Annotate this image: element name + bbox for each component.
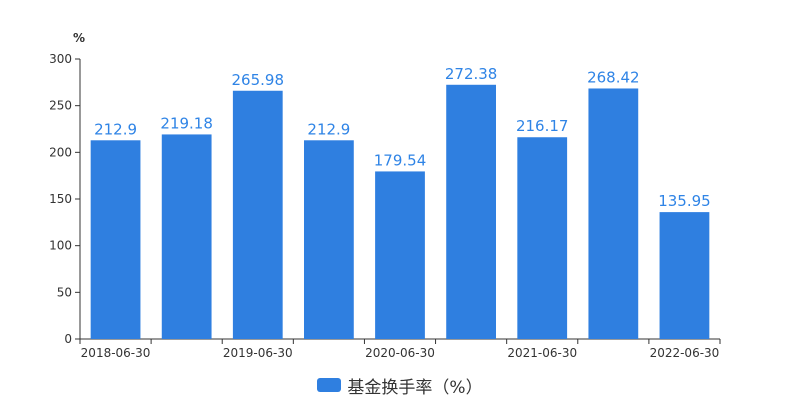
legend-label: 基金换手率（%）: [347, 377, 483, 398]
y-tick-label: 200: [49, 145, 72, 159]
y-tick-label: 0: [64, 332, 72, 346]
legend[interactable]: 基金换手率（%）: [0, 373, 800, 398]
bar-value-label: 135.95: [658, 192, 711, 210]
bar-value-label: 219.18: [160, 114, 213, 132]
bar: [446, 84, 496, 340]
bar: [90, 140, 141, 339]
y-tick-label: 150: [49, 192, 72, 206]
bars-group: [90, 84, 710, 340]
y-axis: 0 50 100 150 200 250 300: [49, 52, 81, 346]
bar-value-label: 268.42: [587, 68, 640, 86]
y-tick-label: 300: [49, 52, 72, 66]
bar-value-label: 265.98: [232, 71, 285, 89]
bar: [659, 212, 710, 339]
x-axis: 2018-06-30 2019-06-30 2020-06-30 2021-06-30…: [79, 338, 721, 360]
bar: [517, 137, 568, 339]
x-tick-label: 2020-06-30: [365, 346, 435, 360]
bar-value-label: 212.9: [307, 120, 350, 138]
y-axis-unit-label: %: [73, 31, 85, 45]
x-tick-label: 2022-06-30: [650, 346, 720, 360]
legend-swatch: [317, 378, 342, 392]
bar: [161, 134, 212, 339]
x-tick-label: 2018-06-30: [81, 346, 151, 360]
bar: [588, 88, 639, 339]
bar-value-label: 212.9: [94, 120, 137, 138]
bar-value-label: 179.54: [374, 151, 427, 169]
bar: [304, 140, 354, 339]
y-tick-label: 50: [57, 285, 72, 299]
bar-value-label: 272.38: [445, 65, 498, 83]
bar: [232, 90, 283, 339]
data-labels-group: 212.9 219.18 265.98 212.9 179.54 272.38 216.17…: [94, 65, 711, 210]
bar-chart: % 0 50 100 150 200 250 300 2018-06-30 2019-06-3…: [49, 31, 721, 360]
bar-value-label: 216.17: [516, 117, 569, 135]
x-tick-label: 2019-06-30: [223, 346, 293, 360]
y-tick-label: 250: [49, 99, 72, 113]
x-tick-label: 2021-06-30: [507, 346, 577, 360]
bar: [375, 171, 425, 339]
y-tick-label: 100: [49, 239, 72, 253]
